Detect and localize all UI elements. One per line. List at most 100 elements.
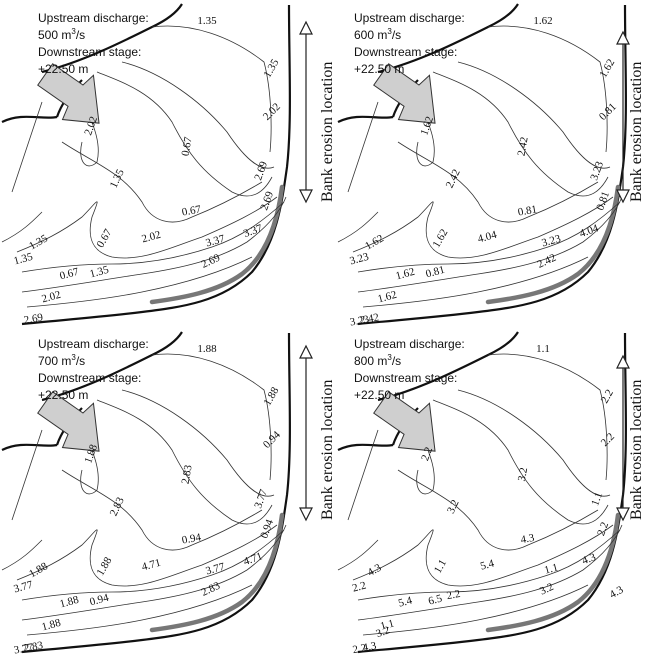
contour-label: 1.35 <box>197 15 217 27</box>
contour-label: 0.81 <box>597 101 619 123</box>
contour-label: 4.71 <box>242 550 264 568</box>
contour-label: 4.3 <box>366 562 384 580</box>
panel-1-discharge-value: 500 m3/s <box>38 27 85 42</box>
panel-3-discharge-label: Upstream discharge: <box>38 337 149 351</box>
panel-3: Upstream discharge: 700 m3/s Downstream … <box>2 332 336 657</box>
contour-label: 2.2 <box>351 580 367 595</box>
contour-label: 2.69 <box>252 159 270 182</box>
contour-label: 2.42 <box>444 167 463 190</box>
panel-1-bank-erosion-label: Bank erosion location <box>319 62 336 202</box>
contour-label: 2.42 <box>359 311 380 326</box>
contour-label: 0.94 <box>261 428 283 450</box>
contour-label: 2.69 <box>199 252 222 271</box>
panel-1: Upstream discharge: 500 m3/s Downstream … <box>2 4 336 327</box>
contour-label: 1.88 <box>94 555 114 578</box>
contour-label: 1.62 <box>533 15 552 27</box>
contour-label: 3.2 <box>445 498 462 516</box>
panel-1-stage-value: +22.50 m <box>38 62 88 76</box>
contour-label: 2.42 <box>535 252 558 271</box>
contour-label: 1.1 <box>589 490 605 507</box>
contour-label: 3.2 <box>374 624 391 640</box>
contour-label: 3.23 <box>588 159 606 182</box>
contour-label: 0.67 <box>179 135 194 157</box>
contour-label: 2.83 <box>179 463 194 485</box>
contour-label: 4.04 <box>578 222 601 240</box>
contour-label: 4.71 <box>140 557 162 574</box>
panel-2-discharge-value: 600 m3/s <box>354 27 401 42</box>
contour-label: 3.77 <box>13 641 35 656</box>
contour-label: 3.37 <box>204 233 226 250</box>
contour-label: 2.2 <box>599 431 617 449</box>
panel-2-bank-erosion-label: Bank erosion location <box>628 62 645 202</box>
contour-label: 5.4 <box>397 594 414 609</box>
panel-2-stage-label: Downstream stage: <box>354 45 457 59</box>
contour-label: 1.1 <box>543 562 559 577</box>
contour-label: 3.23 <box>348 251 370 268</box>
contour-label: 6.5 <box>427 592 444 607</box>
contour-label: 2.2 <box>595 520 611 537</box>
panel-2-bank-erosion-marker: Bank erosion location <box>616 30 645 204</box>
contour-label: 5.4 <box>479 557 496 572</box>
contour-label: 1.1 <box>536 343 550 355</box>
panel-3-stage-label: Downstream stage: <box>38 371 141 385</box>
contour-label: 2.02 <box>140 229 162 246</box>
panel-4-discharge-value: 800 m3/s <box>354 353 401 368</box>
panel-2-discharge-label: Upstream discharge: <box>354 11 465 25</box>
panel-1-discharge-label: Upstream discharge: <box>38 11 149 25</box>
panel-2-stage-value: +22.50 m <box>354 62 404 76</box>
panel-2: Upstream discharge: 600 m3/s Downstream … <box>338 4 645 329</box>
panel-3-stage-value: +22.50 m <box>38 388 88 402</box>
panel-3-bank-erosion-label: Bank erosion location <box>319 380 336 520</box>
contour-label: 2.2 <box>599 388 616 406</box>
contour-label: 2.69 <box>23 311 45 326</box>
contour-label: 2.2 <box>446 588 462 602</box>
contour-label: 3.77 <box>204 561 226 578</box>
contour-label: 0.81 <box>517 203 538 218</box>
contour-label: 1.62 <box>597 57 617 80</box>
panel-4-stage-label: Downstream stage: <box>354 371 457 385</box>
contour-label: 0.94 <box>258 517 276 540</box>
panel-4-discharge-label: Upstream discharge: <box>354 337 465 351</box>
contour-label: 3.77 <box>252 487 270 510</box>
contour-label: 2.2 <box>352 642 368 656</box>
contour-label: 0.81 <box>424 264 446 281</box>
contour-label: 1.88 <box>40 617 62 634</box>
contour-label: 3.23 <box>540 233 562 250</box>
contour-label: 1.35 <box>12 251 34 268</box>
contour-label: 0.94 <box>181 531 203 546</box>
contour-label: 1.88 <box>27 560 50 580</box>
contour-label: 2.83 <box>108 495 127 518</box>
contour-label: 0.81 <box>594 190 612 212</box>
contour-label: 2.83 <box>199 580 222 599</box>
contour-label: 0.67 <box>94 227 114 250</box>
contour-label: 1.62 <box>376 289 398 306</box>
contour-label: 3.2 <box>516 467 530 483</box>
contour-label: 1.35 <box>108 167 127 190</box>
contour-label: 0.94 <box>88 592 110 609</box>
contour-label: 1.1 <box>379 618 395 633</box>
contour-label: 4.3 <box>362 640 378 654</box>
contour-label: 4.3 <box>580 551 597 567</box>
panel-4-bank-erosion-marker: Bank erosion location <box>616 354 645 522</box>
panel-4-stage-value: +22.50 m <box>354 388 404 402</box>
contour-label: 1.62 <box>430 227 450 250</box>
contour-label: 1.35 <box>88 264 110 281</box>
contour-label: 1.1 <box>432 558 449 576</box>
contour-label: 1.88 <box>58 594 80 611</box>
contour-label: 4.3 <box>520 532 536 546</box>
panel-3-bank-erosion-marker: Bank erosion location <box>299 344 336 522</box>
contour-label: 0.67 <box>58 266 80 283</box>
panel-4: Upstream discharge: 800 m3/s Downstream … <box>338 332 645 656</box>
contour-label: 2.02 <box>261 101 283 123</box>
contour-label: 2.2 <box>419 445 435 462</box>
panel-1-stage-label: Downstream stage: <box>38 45 141 59</box>
contour-label: 3.23 <box>349 313 371 328</box>
panel-4-contour-labels: 1.12.22.23.22.23.21.14.32.21.11.14.35.43… <box>351 343 626 656</box>
contour-label: 1.62 <box>363 232 386 252</box>
panel-1-bank-erosion-marker: Bank erosion location <box>299 20 336 204</box>
panel-2-contour-labels: 1.621.621.622.420.812.421.620.81 0.813.23… <box>348 15 619 329</box>
contour-label: 2.42 <box>515 136 530 157</box>
contour-label: 1.35 <box>27 232 50 252</box>
